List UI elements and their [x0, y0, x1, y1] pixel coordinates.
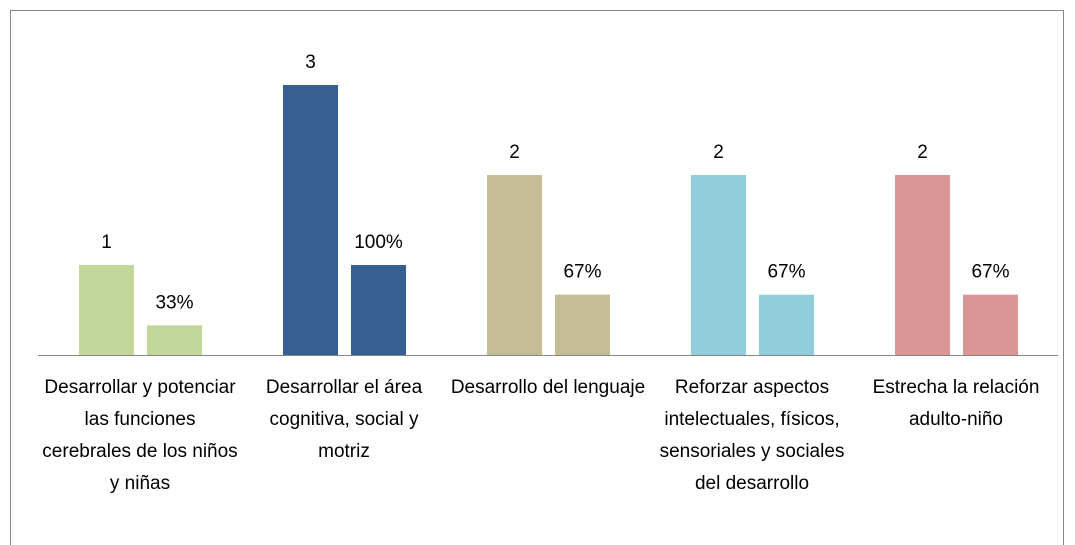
bar	[147, 325, 202, 355]
bar	[351, 265, 406, 355]
x-tick-label: Reforzar aspectos intelectuales, físicos…	[659, 377, 845, 494]
x-tick-label: Desarrollar el área cognitiva, social y …	[265, 377, 423, 462]
x-tick-label: Desarrollo del lenguaje	[450, 377, 646, 398]
bar	[963, 294, 1018, 355]
bar	[691, 175, 746, 355]
bar	[759, 294, 814, 355]
data-label: 3	[305, 52, 316, 73]
x-tick-label: Estrecha la relación adulto-niño	[872, 377, 1040, 430]
bar	[79, 265, 134, 355]
data-label: 1	[101, 232, 112, 253]
data-label: 67%	[971, 262, 1009, 283]
bar	[555, 294, 610, 355]
data-label: 33%	[155, 292, 193, 313]
data-label: 67%	[767, 262, 805, 283]
bar	[487, 175, 542, 355]
data-label: 2	[509, 142, 520, 163]
x-tick-label: Desarrollar y potenciar las funciones ce…	[42, 377, 238, 494]
data-label: 2	[713, 142, 724, 163]
data-label: 67%	[563, 262, 601, 283]
bar	[895, 175, 950, 355]
data-label: 100%	[354, 232, 403, 253]
bar	[283, 85, 338, 355]
data-label: 2	[917, 142, 928, 163]
